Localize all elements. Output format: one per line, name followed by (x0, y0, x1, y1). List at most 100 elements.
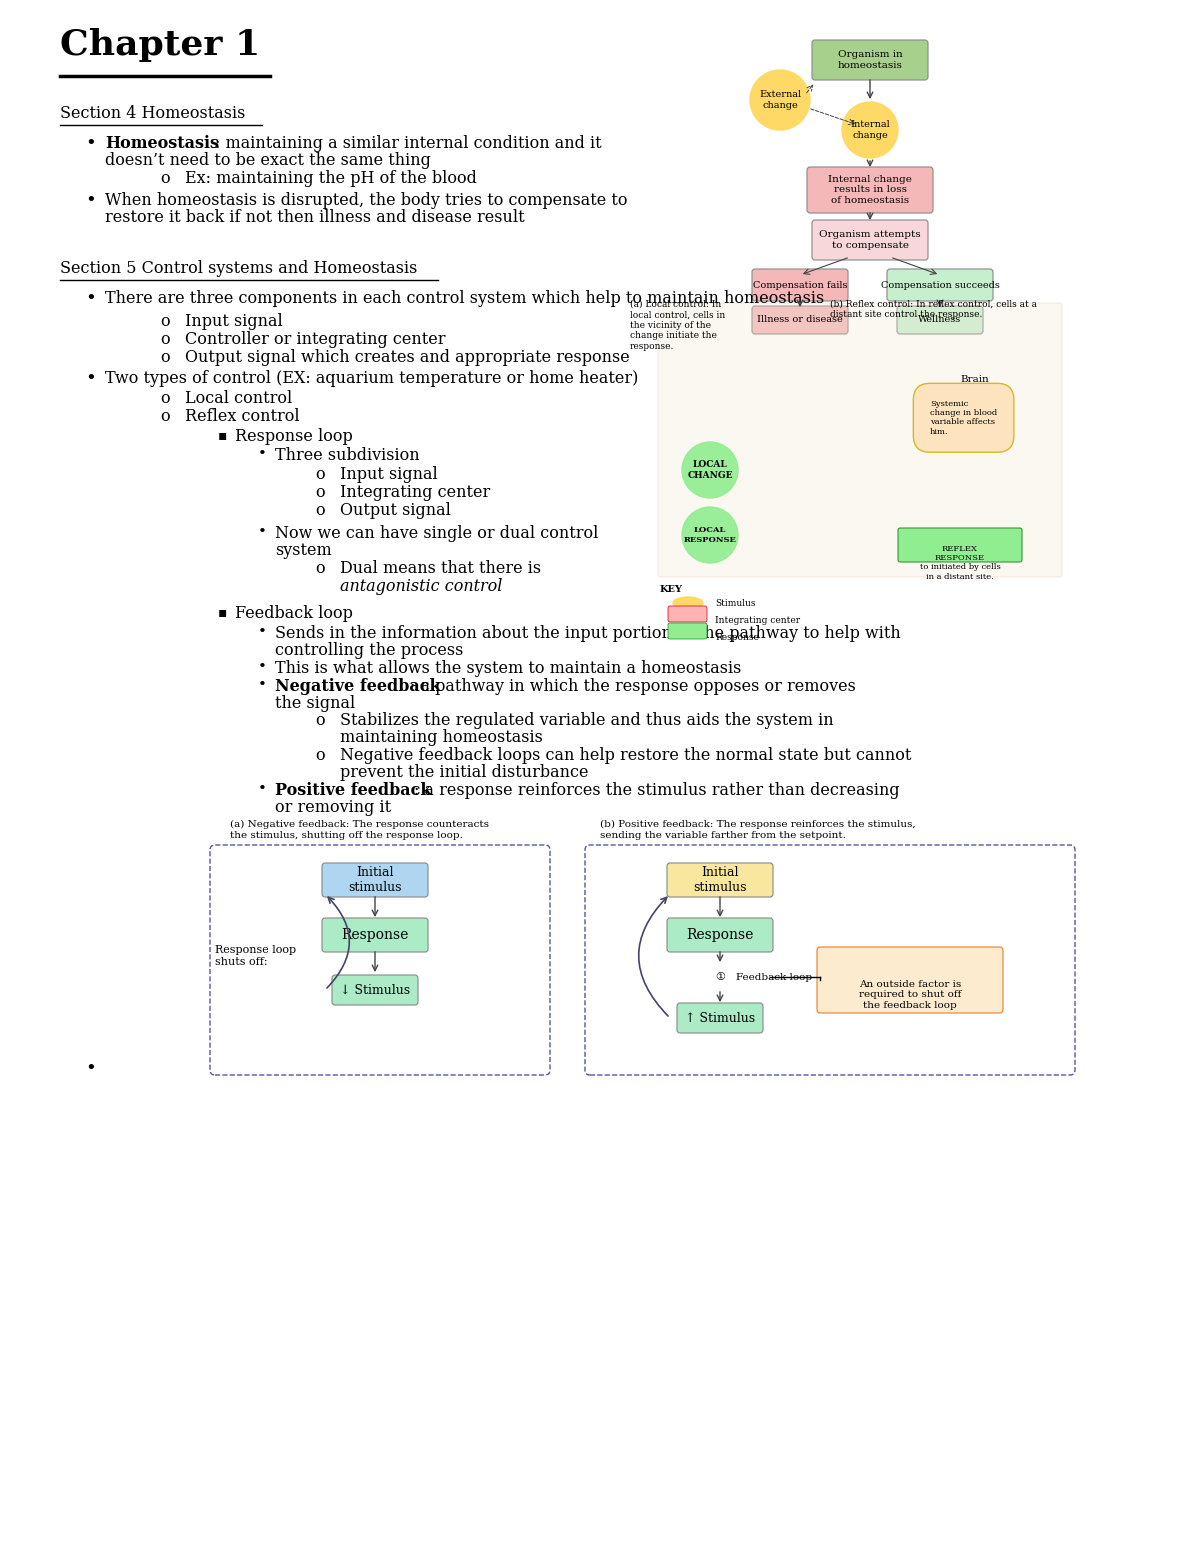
Text: Homeostasis: Homeostasis (106, 135, 220, 152)
Text: Response: Response (686, 929, 754, 943)
Text: Ex: maintaining the pH of the blood: Ex: maintaining the pH of the blood (185, 169, 476, 186)
Text: Three subdivision: Three subdivision (275, 447, 420, 464)
Text: (a) Negative feedback: The response counteracts
the stimulus, shutting off the r: (a) Negative feedback: The response coun… (230, 820, 490, 840)
Text: Negative feedback loops can help restore the normal state but cannot: Negative feedback loops can help restore… (340, 747, 911, 764)
Text: o: o (314, 502, 325, 519)
Text: ▪: ▪ (218, 429, 227, 443)
Text: Sends in the information about the input portion of the pathway to help with: Sends in the information about the input… (275, 624, 901, 641)
FancyBboxPatch shape (808, 168, 934, 213)
Text: •: • (258, 783, 266, 797)
Text: : a pathway in which the response opposes or removes: : a pathway in which the response oppose… (410, 679, 856, 696)
Text: o: o (314, 561, 325, 578)
Text: Section 4 Homeostasis: Section 4 Homeostasis (60, 106, 245, 123)
FancyBboxPatch shape (668, 606, 707, 623)
Circle shape (682, 443, 738, 499)
Text: Integrating center: Integrating center (340, 485, 491, 502)
FancyBboxPatch shape (752, 306, 848, 334)
Text: Internal change
results in loss
of homeostasis: Internal change results in loss of homeo… (828, 175, 912, 205)
Text: Systemic
change in blood
variable affects
him.: Systemic change in blood variable affect… (930, 401, 997, 435)
Text: o: o (314, 711, 325, 728)
Text: •: • (85, 193, 96, 210)
Text: ↓ Stimulus: ↓ Stimulus (340, 983, 410, 997)
Text: antagonistic control: antagonistic control (340, 578, 503, 595)
Text: •: • (85, 135, 96, 154)
FancyBboxPatch shape (658, 303, 1062, 578)
Text: An outside factor is
required to shut off
the feedback loop: An outside factor is required to shut of… (859, 980, 961, 1009)
Text: : maintaining a similar internal condition and it: : maintaining a similar internal conditi… (215, 135, 601, 152)
Text: Compensation fails: Compensation fails (752, 281, 847, 289)
Ellipse shape (673, 596, 703, 609)
FancyBboxPatch shape (817, 947, 1003, 1013)
Text: Now we can have single or dual control: Now we can have single or dual control (275, 525, 599, 542)
Text: Two types of control (EX: aquarium temperature or home heater): Two types of control (EX: aquarium tempe… (106, 370, 638, 387)
Text: •: • (85, 290, 96, 307)
Text: KEY: KEY (660, 585, 683, 593)
Text: Stimulus: Stimulus (715, 598, 756, 607)
Text: Feedback loop: Feedback loop (235, 606, 353, 623)
Text: REFLEX
RESPONSE
to initiated by cells
in a distant site.: REFLEX RESPONSE to initiated by cells in… (919, 545, 1001, 581)
FancyBboxPatch shape (812, 40, 928, 81)
Text: LOCAL
CHANGE: LOCAL CHANGE (688, 460, 733, 480)
Text: system: system (275, 542, 331, 559)
Text: maintaining homeostasis: maintaining homeostasis (340, 728, 542, 745)
Text: Controller or integrating center: Controller or integrating center (185, 331, 445, 348)
Text: Response: Response (341, 929, 409, 943)
Text: When homeostasis is disrupted, the body tries to compensate to: When homeostasis is disrupted, the body … (106, 193, 628, 210)
Text: o: o (314, 485, 325, 502)
Text: controlling the process: controlling the process (275, 641, 463, 658)
Circle shape (750, 70, 810, 130)
Circle shape (842, 102, 898, 158)
FancyBboxPatch shape (898, 306, 983, 334)
Text: o: o (160, 314, 169, 329)
Text: Output signal which creates and appropriate response: Output signal which creates and appropri… (185, 349, 630, 367)
Text: Output signal: Output signal (340, 502, 451, 519)
Text: Organism in
homeostasis: Organism in homeostasis (838, 50, 902, 70)
FancyBboxPatch shape (752, 269, 848, 301)
Text: Input signal: Input signal (185, 314, 283, 329)
FancyBboxPatch shape (812, 221, 928, 259)
Text: This is what allows the system to maintain a homeostasis: This is what allows the system to mainta… (275, 660, 742, 677)
Text: •: • (85, 370, 96, 388)
Text: o: o (314, 747, 325, 764)
Text: Feedback loop: Feedback loop (736, 972, 812, 981)
FancyBboxPatch shape (887, 269, 994, 301)
Text: Response: Response (715, 634, 758, 641)
Text: Stabilizes the regulated variable and thus aids the system in: Stabilizes the regulated variable and th… (340, 711, 834, 728)
Text: External
change: External change (758, 90, 802, 110)
Text: o: o (314, 466, 325, 483)
Text: •: • (85, 1061, 96, 1078)
Text: or removing it: or removing it (275, 798, 391, 815)
Text: •: • (258, 660, 266, 674)
Text: Initial
stimulus: Initial stimulus (694, 867, 746, 895)
Text: ▪: ▪ (218, 606, 227, 620)
Text: •: • (258, 624, 266, 638)
Text: ↑ Stimulus: ↑ Stimulus (685, 1011, 755, 1025)
Text: Local control: Local control (185, 390, 293, 407)
Text: •: • (258, 679, 266, 693)
Text: •: • (258, 525, 266, 539)
Text: o: o (160, 169, 169, 186)
Text: Internal
change: Internal change (850, 120, 890, 140)
Text: (b) Reflex control: In reflex control, cells at a
distant site control the respo: (b) Reflex control: In reflex control, c… (830, 300, 1037, 320)
FancyBboxPatch shape (898, 528, 1022, 562)
Text: o: o (160, 390, 169, 407)
Text: Reflex control: Reflex control (185, 408, 300, 426)
Text: Response loop: Response loop (235, 429, 353, 446)
Text: o: o (160, 331, 169, 348)
Circle shape (708, 964, 732, 989)
Text: o: o (160, 408, 169, 426)
Text: Initial
stimulus: Initial stimulus (348, 867, 402, 895)
Text: ①: ① (715, 972, 725, 981)
Text: Wellness: Wellness (918, 315, 961, 325)
Text: (a) Local control: In
local control, cells in
the vicinity of the
change initiat: (a) Local control: In local control, cel… (630, 300, 725, 351)
FancyBboxPatch shape (322, 863, 428, 898)
Text: Brain: Brain (960, 374, 989, 384)
FancyBboxPatch shape (667, 918, 773, 952)
Text: prevent the initial disturbance: prevent the initial disturbance (340, 764, 588, 781)
Text: Compensation succeeds: Compensation succeeds (881, 281, 1000, 289)
Text: Input signal: Input signal (340, 466, 438, 483)
Text: Dual means that there is: Dual means that there is (340, 561, 541, 578)
Text: Chapter 1: Chapter 1 (60, 28, 260, 62)
FancyBboxPatch shape (668, 623, 707, 638)
Text: Organism attempts
to compensate: Organism attempts to compensate (820, 230, 920, 250)
